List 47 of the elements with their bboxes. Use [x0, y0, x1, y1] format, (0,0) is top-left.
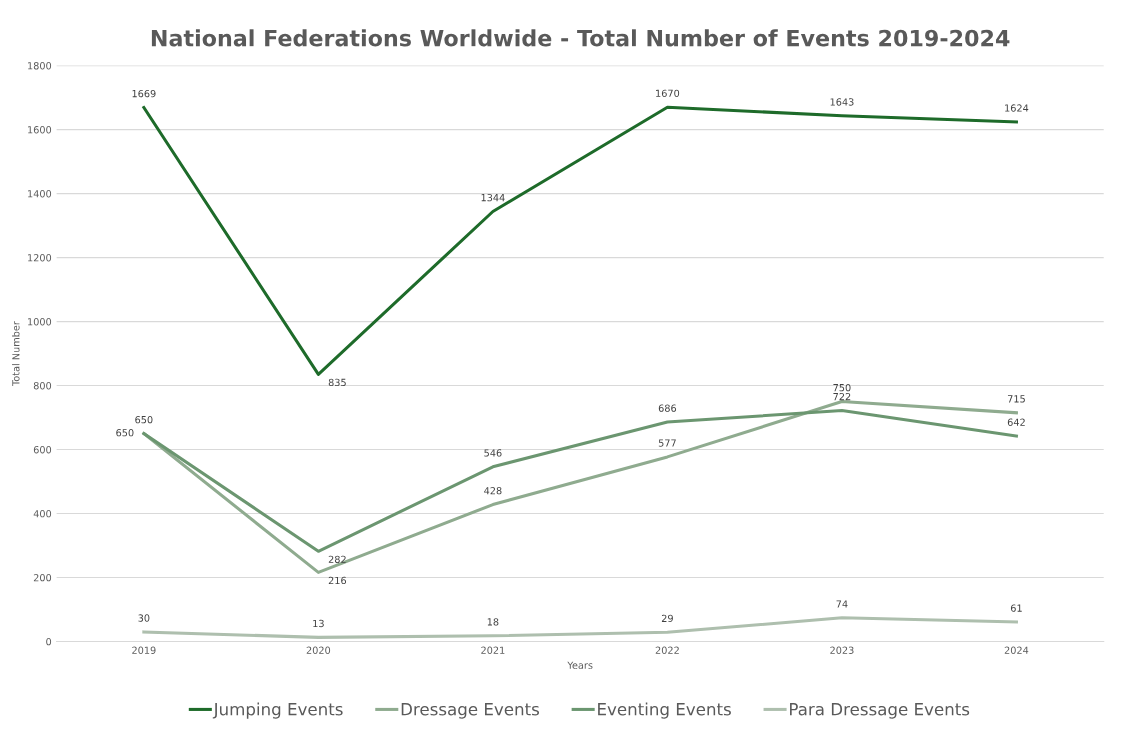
- legend-label: Eventing Events: [598, 702, 731, 719]
- y-tick-label: 200: [33, 574, 52, 582]
- chart-title: National Federations Worldwide - Total Number of Events 2019-2024: [151, 29, 1010, 47]
- y-tick-label: 1400: [28, 190, 52, 198]
- data-label: 835: [328, 378, 346, 387]
- x-tick-label: 2022: [655, 646, 679, 654]
- y-axis-title: Total Number: [12, 321, 20, 387]
- legend-label: Jumping Events: [212, 702, 343, 719]
- y-tick-label: 1600: [28, 126, 52, 134]
- data-label: 722: [833, 392, 851, 401]
- data-label: 216: [328, 576, 347, 585]
- x-axis-title: Years: [567, 661, 593, 669]
- y-tick-label: 1800: [28, 62, 52, 70]
- data-label: 29: [661, 614, 673, 623]
- x-tick-label: 2023: [830, 646, 854, 654]
- data-label: 1344: [481, 193, 505, 202]
- data-label: 30: [138, 614, 150, 622]
- data-label: 577: [658, 439, 676, 447]
- y-tick-label: 1000: [28, 318, 52, 326]
- data-label: 715: [1007, 395, 1025, 403]
- x-tick-label: 2021: [481, 646, 505, 654]
- data-label: 1624: [1005, 104, 1029, 112]
- y-tick-label: 600: [33, 446, 52, 454]
- data-label: 642: [1007, 418, 1025, 426]
- data-label: 1670: [656, 89, 680, 97]
- y-tick-label: 1200: [28, 254, 52, 262]
- data-label: 1669: [132, 89, 156, 98]
- x-tick-label: 2020: [306, 646, 331, 654]
- data-label: 74: [836, 600, 848, 608]
- data-label: 61: [1010, 604, 1022, 612]
- data-label: 686: [658, 404, 677, 412]
- y-tick-label: 800: [33, 382, 52, 390]
- legend-label: Para Dressage Events: [790, 703, 970, 719]
- data-label: 1643: [830, 98, 854, 106]
- x-tick-label: 2024: [1004, 646, 1029, 654]
- legend-label: Dressage Events: [401, 703, 539, 719]
- x-tick-label: 2019: [132, 646, 156, 654]
- y-tick-label: 0: [46, 638, 52, 646]
- data-label: 650: [116, 429, 134, 437]
- y-tick-label: 400: [33, 510, 52, 518]
- data-label: 282: [328, 555, 346, 563]
- data-label: 750: [833, 383, 851, 392]
- data-label: 13: [313, 619, 324, 628]
- data-label: 546: [484, 449, 502, 457]
- data-label: 428: [484, 487, 502, 495]
- data-label: 18: [487, 618, 499, 626]
- data-label: 650: [135, 415, 153, 424]
